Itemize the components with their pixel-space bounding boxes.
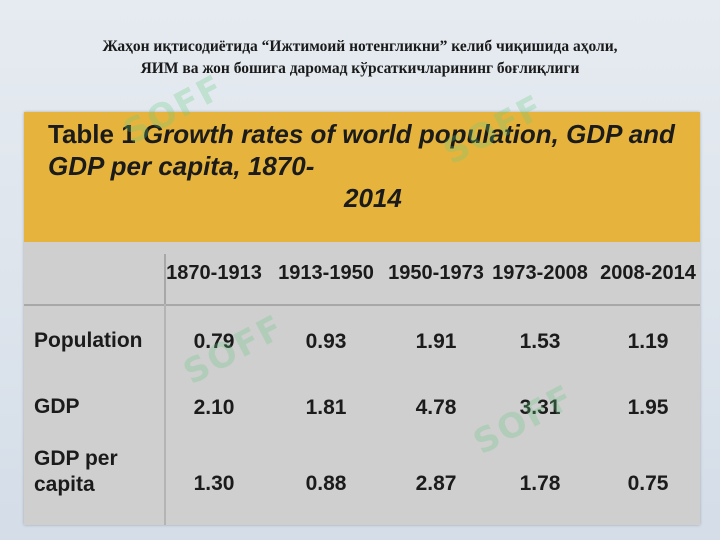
row-label-gdp: GDP [34,395,80,418]
table-cell: 0.88 [305,472,347,495]
table-caption-text-line-2: 2014 [344,183,402,213]
table-cell: 1.91 [415,330,457,353]
table-cell: 1.78 [519,472,561,495]
row-label-separator [164,304,166,525]
table-caption-text-line-1: Growth rates of world population, GDP an… [48,119,675,181]
growth-rates-table: Table 1 Growth rates of world population… [24,112,700,525]
table-cell: 0.79 [193,330,235,353]
table-cell: 4.78 [415,396,457,419]
table-grid: 1870-1913 1913-1950 1950-1973 1973-2008 … [24,242,700,525]
table-cell: 1.53 [519,330,561,353]
header-corner-cell [24,254,166,304]
table-cell: 1.30 [193,472,235,495]
table-cell: 1.95 [627,396,669,419]
slide-title: Жаҳон иқтисодиётида “Ижтимоий нотенгликн… [0,36,720,80]
column-header: 2008-2014 [600,262,696,284]
column-header: 1950-1973 [388,262,484,284]
column-header: 1973-2008 [492,262,588,284]
row-label-line-1: GDP per [34,447,118,470]
table-cell: 1.19 [627,330,669,353]
column-header: 1913-1950 [278,262,374,284]
table-caption: Table 1 Growth rates of world population… [24,112,700,242]
row-label-gdp-per-capita: GDP per capita [34,446,118,498]
table-cell: 2.87 [415,472,457,495]
table-header-row: 1870-1913 1913-1950 1950-1973 1973-2008 … [24,254,700,306]
table-cell: 0.93 [305,330,347,353]
table-cell: 0.75 [627,472,669,495]
column-header: 1870-1913 [166,262,262,284]
table-cell: 3.31 [519,396,561,419]
table-cell: 1.81 [305,396,347,419]
table-caption-label: Table 1 [48,119,136,149]
row-label-line-2: capita [34,473,95,496]
row-label-population: Population [34,329,143,352]
slide-title-line-2: ЯИМ ва жон бошига даромад кўрсаткичларин… [140,60,580,77]
table-cell: 2.10 [193,396,235,419]
slide-title-line-1: Жаҳон иқтисодиётида “Ижтимоий нотенгликн… [102,38,618,55]
